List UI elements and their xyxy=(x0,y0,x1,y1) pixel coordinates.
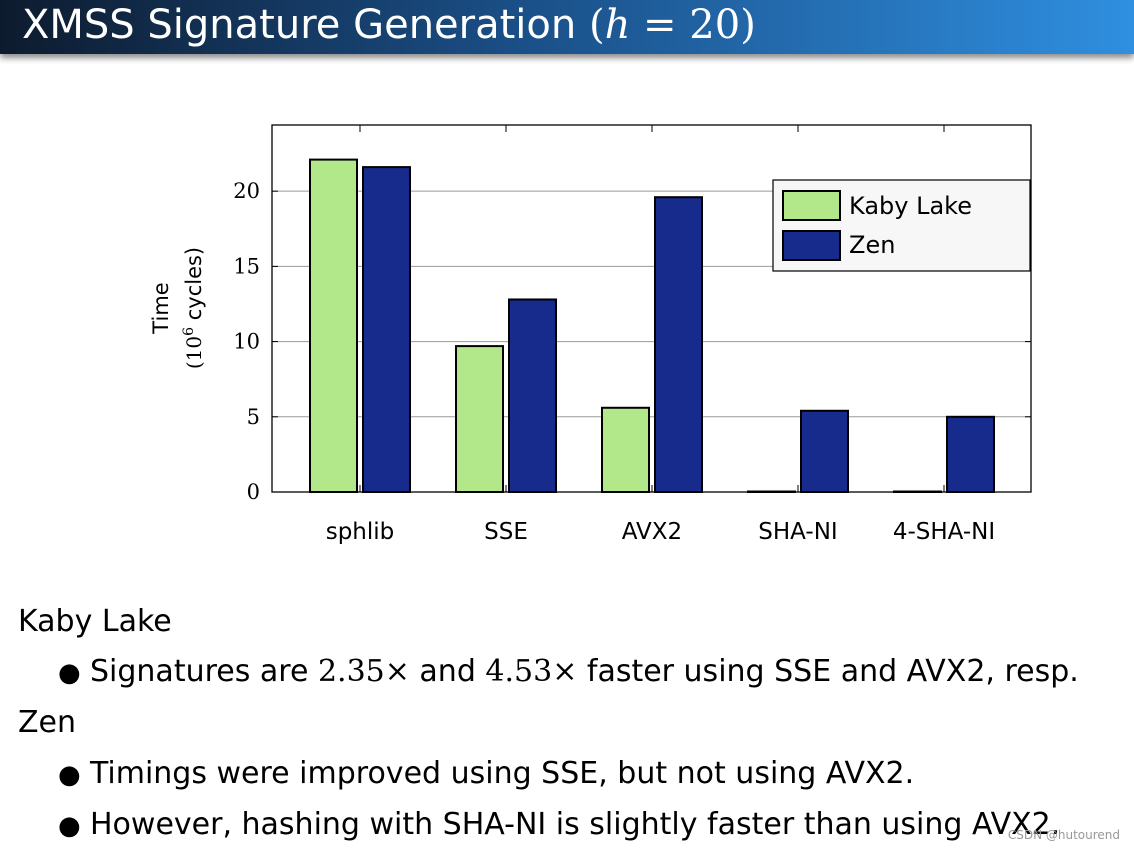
note-heading-kaby-lake: Kaby Lake xyxy=(18,604,172,639)
bar-kaby-lake-sse xyxy=(455,345,504,493)
bar-chart: 0 5 10 15 20 sphlib SSE AVX2 SHA-NI 4-SHA-NI Time… xyxy=(149,124,1032,545)
x-tick-label: SHA-NI xyxy=(758,519,837,545)
note-bullet-zen-1: ● Timings were improved using SSE, but no… xyxy=(58,756,915,791)
y-axis-label-line2: (106 cycles) xyxy=(181,247,206,369)
watermark: CSDN @hutourend xyxy=(1007,828,1120,842)
y-tick-label: 15 xyxy=(233,254,260,278)
x-tick-label: sphlib xyxy=(326,519,395,545)
note-bullet-kaby-1: ● Signatures are 2.35× and 4.53× faster u… xyxy=(58,654,1079,689)
x-tick-label: 4-SHA-NI xyxy=(893,519,995,545)
bar-kaby-lake-sphlib xyxy=(309,158,358,493)
bar-zen-sha-ni xyxy=(800,409,849,493)
slide-title-math: (h = 20) xyxy=(588,2,756,48)
slide-title: XMSS Signature Generation (h = 20) xyxy=(22,2,756,48)
y-tick-label: 5 xyxy=(247,405,260,429)
legend: Kaby Lake Zen xyxy=(772,179,1031,272)
legend-swatch-kaby-lake xyxy=(782,190,841,221)
y-axis-label-line1: Time xyxy=(149,282,173,334)
legend-label-kaby-lake: Kaby Lake xyxy=(849,192,972,220)
bullet-dot-icon: ● xyxy=(58,760,81,790)
ticks-layer: 0 5 10 15 20 sphlib SSE AVX2 SHA-NI 4-SHA-NI xyxy=(233,125,1031,545)
note-heading-zen: Zen xyxy=(18,705,77,740)
slide-title-text: XMSS Signature Generation xyxy=(22,2,577,48)
bar-zen-sphlib xyxy=(362,166,411,494)
bullet-dot-icon: ● xyxy=(58,658,81,688)
bar-zen-sse xyxy=(508,298,557,493)
legend-swatch-zen xyxy=(782,230,841,261)
x-tick-label: SSE xyxy=(484,519,528,545)
y-axis-label: Time (106 cycles) xyxy=(149,247,206,369)
bar-zen-4-sha-ni xyxy=(946,415,995,493)
bar-zen-avx2 xyxy=(654,196,703,493)
x-tick-label: AVX2 xyxy=(622,519,682,545)
bar-kaby-lake-avx2 xyxy=(601,406,650,493)
y-tick-label: 20 xyxy=(233,179,260,203)
note-bullet-zen-2: ● However, hashing with SHA-NI is slightl… xyxy=(58,807,1061,842)
y-tick-label: 0 xyxy=(247,480,260,504)
title-bar: XMSS Signature Generation (h = 20) xyxy=(0,0,1134,54)
bullet-dot-icon: ● xyxy=(58,811,81,841)
legend-label-zen: Zen xyxy=(849,231,895,259)
y-tick-label: 10 xyxy=(233,330,260,354)
